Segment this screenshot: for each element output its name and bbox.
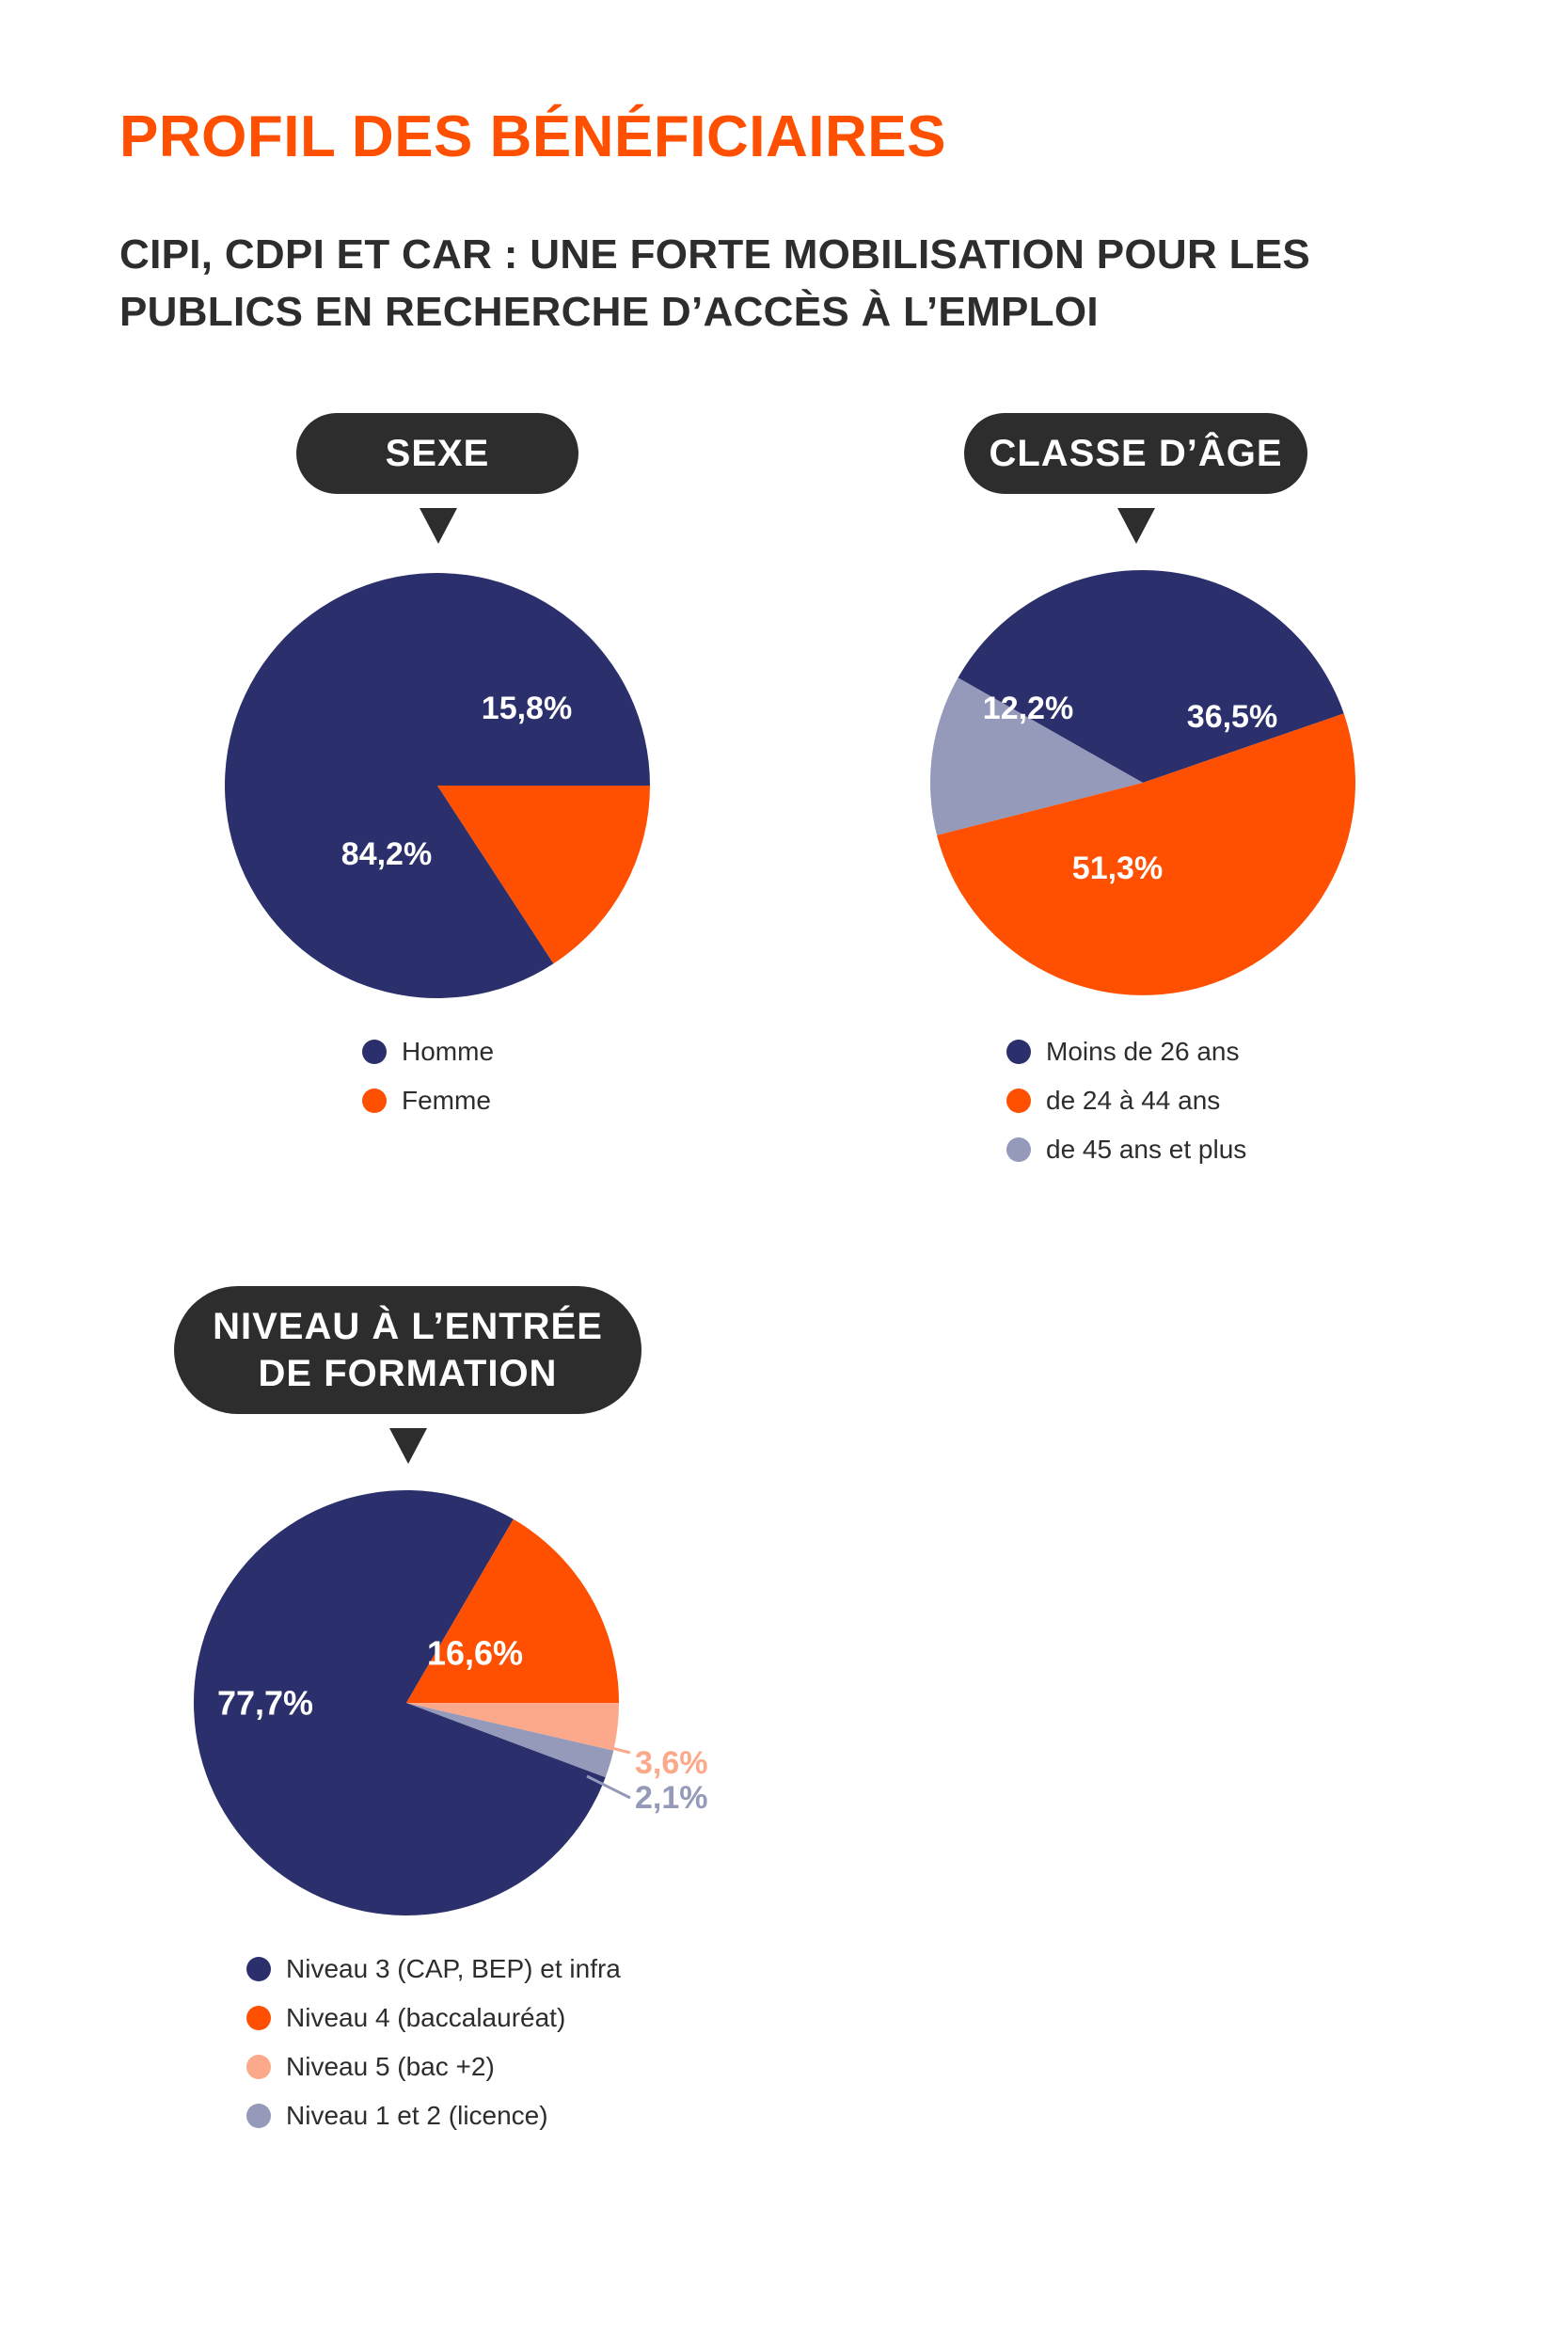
- legend-dot-icon: [246, 2104, 271, 2128]
- legend-label: Niveau 5 (bac +2): [286, 2052, 495, 2081]
- legend-label: de 24 à 44 ans: [1046, 1086, 1221, 1115]
- legend-dot-icon: [246, 2006, 271, 2030]
- pie-slice-femme: [437, 786, 650, 964]
- legend-dot-icon: [246, 2055, 271, 2079]
- pointer-arrow-icon: [389, 1428, 427, 1464]
- legend-label: de 45 ans et plus: [1046, 1135, 1247, 1164]
- data-label-niveau-3-cap-bep-et-infra: 77,7%: [217, 1684, 313, 1723]
- pie-slice-niveau-4-baccalaureat: [406, 1518, 619, 1703]
- legend-item-niveau-3-cap-bep-et-infra: Niveau 3 (CAP, BEP) et infra: [246, 1945, 621, 1994]
- legend-label: Homme: [402, 1037, 495, 1066]
- legend-item-de-24-a-44-ans: de 24 à 44 ans: [1006, 1076, 1246, 1125]
- legend-item-moins-de-26-ans: Moins de 26 ans: [1006, 1027, 1246, 1076]
- data-label-niveau-5-bac-2: 3,6%: [635, 1745, 708, 1781]
- pie-slice-moins-de-26-ans: [958, 569, 1344, 783]
- legend-item-niveau-4-baccalaureat: Niveau 4 (baccalauréat): [246, 1994, 621, 2042]
- data-label-femme: 15,8%: [482, 691, 572, 726]
- legend-niveau-formation: Niveau 3 (CAP, BEP) et infra Niveau 4 (ba…: [246, 1945, 621, 2140]
- pie-slice-de-24-a-44-ans: [937, 713, 1355, 995]
- subtitle-line-2: PUBLICS EN RECHERCHE D’ACCÈS À L’EMPLOI: [119, 289, 1099, 335]
- legend-item-femme: Femme: [362, 1076, 494, 1125]
- pie-slice-de-45-ans-et-plus: [929, 677, 1143, 835]
- data-label-homme: 84,2%: [341, 836, 432, 872]
- page-subtitle: CIPI, CDPI ET CAR : UNE FORTE MOBILISATI…: [119, 226, 1342, 341]
- legend-classe-age: Moins de 26 ans de 24 à 44 ans de 45 ans e…: [1006, 1027, 1246, 1174]
- pie-chart-niveau-formation: 3,6%2,1% 77,7% 16,6%: [194, 1489, 708, 1915]
- legend-dot-icon: [1006, 1089, 1031, 1113]
- pie-slice-niveau-5-bac-2: [406, 1703, 619, 1751]
- legend-item-niveau-1-et-2-licence: Niveau 1 et 2 (licence): [246, 2091, 621, 2140]
- chart-title-sexe: SEXE: [385, 433, 490, 474]
- pointer-arrow-icon: [420, 508, 457, 544]
- page-title: PROFIL DES BÉNÉFICIAIRES: [119, 104, 946, 169]
- data-label-niveau-1-et-2-licence: 2,1%: [635, 1780, 708, 1816]
- legend-item-niveau-5-bac-2: Niveau 5 (bac +2): [246, 2042, 621, 2091]
- legend-label: Niveau 4 (baccalauréat): [286, 2003, 566, 2032]
- chart-title-pill-sexe: SEXE: [296, 413, 578, 494]
- legend-sexe: Homme Femme: [362, 1027, 494, 1125]
- data-label-niveau-4-baccalaureat: 16,6%: [427, 1634, 523, 1673]
- callout-line-niveau-1-et-2-licence: [586, 1774, 631, 1800]
- legend-label: Niveau 1 et 2 (licence): [286, 2101, 548, 2130]
- chart-title-pill-niveau: NIVEAU À L’ENTRÉE DE FORMATION: [174, 1286, 641, 1414]
- legend-label: Femme: [402, 1086, 491, 1115]
- subtitle-line-1: CIPI, CDPI ET CAR : UNE FORTE MOBILISATI…: [119, 231, 1311, 278]
- legend-label: Moins de 26 ans: [1046, 1037, 1240, 1066]
- pie-chart-sexe: 84,2% 15,8%: [225, 573, 650, 999]
- pie-slice-homme: [225, 573, 650, 999]
- chart-title-niveau-line-1: NIVEAU À L’ENTRÉE: [213, 1306, 603, 1347]
- data-label-moins-de-26-ans: 36,5%: [1187, 699, 1277, 735]
- data-label-de-45-ans-et-plus: 12,2%: [983, 691, 1073, 726]
- pie-slice-niveau-3-cap-bep-et-infra: [194, 1489, 606, 1915]
- legend-dot-icon: [246, 1957, 271, 1981]
- chart-title-niveau-line-2: DE FORMATION: [258, 1353, 558, 1394]
- legend-dot-icon: [362, 1089, 387, 1113]
- legend-dot-icon: [362, 1040, 387, 1064]
- legend-dot-icon: [1006, 1137, 1031, 1162]
- pie-chart-classe-age: 36,5% 12,2% 51,3%: [929, 569, 1355, 995]
- chart-title-classe-age: CLASSE D’ÂGE: [989, 433, 1283, 474]
- legend-item-homme: Homme: [362, 1027, 494, 1076]
- pointer-arrow-icon: [1117, 508, 1155, 544]
- callout-line-niveau-5-bac-2: [595, 1742, 631, 1755]
- data-label-de-24-a-44-ans: 51,3%: [1072, 850, 1163, 886]
- chart-title-pill-classe-age: CLASSE D’ÂGE: [964, 413, 1307, 494]
- legend-dot-icon: [1006, 1040, 1031, 1064]
- legend-label: Niveau 3 (CAP, BEP) et infra: [286, 1954, 621, 1983]
- legend-item-de-45-ans-et-plus: de 45 ans et plus: [1006, 1125, 1246, 1174]
- pie-slice-niveau-1-et-2-licence: [406, 1703, 614, 1778]
